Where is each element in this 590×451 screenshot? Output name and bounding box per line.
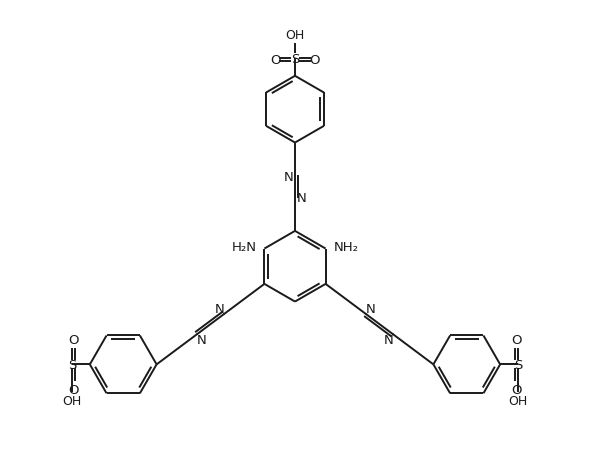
Text: O: O [511,333,522,346]
Text: N: N [384,333,393,346]
Text: OH: OH [63,394,82,407]
Text: O: O [68,333,79,346]
Text: N: N [283,170,293,183]
Text: N: N [214,303,224,316]
Text: O: O [511,383,522,396]
Text: NH₂: NH₂ [333,240,359,253]
Text: OH: OH [508,394,527,407]
Text: H₂N: H₂N [231,240,257,253]
Text: O: O [309,54,320,67]
Text: N: N [297,191,307,204]
Text: OH: OH [286,29,304,42]
Text: O: O [270,54,281,67]
Text: S: S [514,358,522,371]
Text: O: O [68,383,79,396]
Text: N: N [366,303,376,316]
Text: S: S [68,358,76,371]
Text: N: N [197,333,206,346]
Text: S: S [291,52,299,65]
